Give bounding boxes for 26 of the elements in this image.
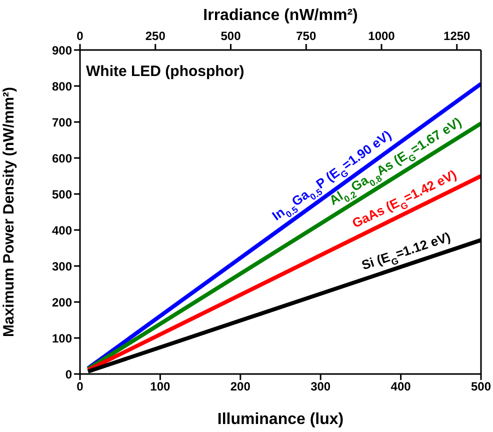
y-tick-label: 700 (52, 115, 72, 130)
x2-axis-title: Irradiance (nW/mm²) (203, 7, 358, 24)
y-tick-label: 800 (52, 79, 72, 94)
x-tick-label: 100 (150, 380, 171, 394)
x2-tick-label: 500 (220, 29, 242, 43)
x-tick-label: 400 (390, 380, 412, 394)
x2-tick-label: 0 (76, 29, 84, 43)
y-tick-label: 100 (52, 331, 72, 346)
y-tick-label: 600 (52, 151, 72, 166)
y-tick-label: 400 (52, 223, 72, 238)
y-tick-label: 500 (52, 187, 72, 202)
y-tick-label: 0 (65, 367, 72, 382)
x-tick-label: 200 (230, 380, 251, 394)
x-axis-title: Illuminance (lux) (217, 411, 344, 428)
x-tick-label: 0 (76, 380, 84, 394)
x2-tick-label: 250 (145, 29, 166, 43)
y-tick-label: 300 (52, 259, 72, 274)
y-axis-title: Maximum Power Density (nW/mm²) (0, 86, 18, 338)
x2-tick-label: 1000 (368, 29, 396, 43)
x2-tick-label: 750 (296, 29, 316, 43)
x-tick-label: 300 (310, 380, 331, 394)
x2-tick-label: 1250 (444, 29, 471, 43)
y-tick-label: 200 (52, 295, 72, 310)
y-tick-label: 900 (52, 43, 72, 58)
annotation: White LED (phosphor) (86, 63, 244, 80)
x-tick-label: 500 (470, 380, 492, 394)
